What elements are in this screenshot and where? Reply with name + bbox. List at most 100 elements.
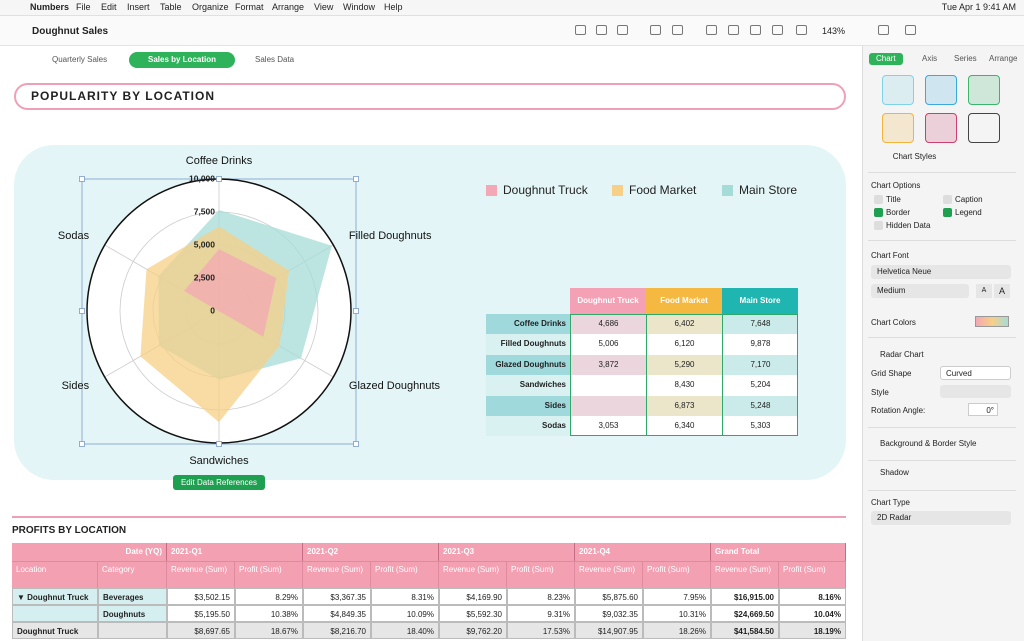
disclosure[interactable]: Background & Border Style <box>880 439 977 448</box>
edit-data-button[interactable]: Edit Data References <box>173 475 265 490</box>
checkbox-label: Title <box>886 195 901 204</box>
menu-item[interactable]: Arrange <box>272 2 304 12</box>
field-label: Rotation Angle: <box>871 406 925 415</box>
checkbox[interactable] <box>874 221 883 230</box>
r-tick-label: 5,000 <box>194 239 216 249</box>
table-row-label: Sides <box>486 396 570 416</box>
toolbar-icon[interactable] <box>905 25 916 35</box>
menu-item[interactable]: View <box>314 2 333 12</box>
table-cell: 10.31% <box>643 605 711 622</box>
toolbar-icon[interactable] <box>575 25 586 35</box>
sheet-tab[interactable]: Sales by Location <box>129 52 235 68</box>
menu-item[interactable]: Insert <box>127 2 150 12</box>
header-cell: 2021-Q3 <box>439 543 575 561</box>
menu-item[interactable]: File <box>76 2 91 12</box>
toolbar-icon[interactable] <box>796 25 807 35</box>
field-label: Grid Shape <box>871 369 911 378</box>
table-title: PROFITS BY LOCATION <box>12 525 126 536</box>
subheader-cell: Profit (Sum) <box>371 561 439 588</box>
inspector-tab[interactable]: Series <box>947 53 984 65</box>
toolbar-icon[interactable] <box>596 25 607 35</box>
selection-handle <box>217 442 222 447</box>
table-cell: 8.29% <box>235 588 303 605</box>
app-menu[interactable]: Numbers <box>30 2 69 12</box>
table-cell: 18.40% <box>371 622 439 639</box>
subheader-cell: Profit (Sum) <box>643 561 711 588</box>
zoom[interactable]: 143% <box>822 26 845 36</box>
toolbar-icon[interactable] <box>672 25 683 35</box>
chart-style-thumb[interactable] <box>925 75 957 105</box>
subheader-cell: Location <box>12 561 98 588</box>
chart-style-thumb[interactable] <box>968 75 1000 105</box>
document-title: Doughnut Sales <box>32 26 108 37</box>
separator <box>868 490 1016 491</box>
table-cell: 8.31% <box>371 588 439 605</box>
table-cell: Beverages <box>98 588 167 605</box>
toolbar-icon[interactable] <box>878 25 889 35</box>
table-cell: $9,032.35 <box>575 605 643 622</box>
chart-style-thumb[interactable] <box>968 113 1000 143</box>
table-cell: 18.26% <box>643 622 711 639</box>
chart-style-thumb[interactable] <box>882 75 914 105</box>
disclosure[interactable]: Shadow <box>880 468 909 477</box>
checkbox[interactable] <box>943 195 952 204</box>
subheader-cell: Category <box>98 561 167 588</box>
weight-popup[interactable]: Medium <box>871 284 969 298</box>
checkbox-label: Legend <box>955 208 982 217</box>
toolbar-icon[interactable] <box>617 25 628 35</box>
toolbar-icon[interactable] <box>706 25 717 35</box>
field-label: Style <box>871 388 889 397</box>
chart-styles-label: Chart Styles <box>862 152 967 161</box>
section-heading: Chart Font <box>871 251 909 260</box>
font-popup[interactable]: Helvetica Neue <box>871 265 1011 279</box>
chart-style-thumb[interactable] <box>925 113 957 143</box>
table-cell: $3,502.15 <box>167 588 235 605</box>
checkbox[interactable] <box>943 208 952 217</box>
toolbar-icon[interactable] <box>772 25 783 35</box>
table-cell: Doughnuts <box>98 605 167 622</box>
table-cell <box>98 622 167 639</box>
selection-handle <box>354 177 359 182</box>
inspector-tab[interactable]: Arrange <box>982 53 1024 65</box>
toolbar-icon[interactable] <box>650 25 661 35</box>
toolbar-icon[interactable] <box>728 25 739 35</box>
subheader-cell: Revenue (Sum) <box>167 561 235 588</box>
rotation-field[interactable]: 0° <box>968 403 998 416</box>
menu-item[interactable]: Edit <box>101 2 117 12</box>
table-cell: $41,584.50 <box>711 622 779 639</box>
checkbox[interactable] <box>874 208 883 217</box>
subheader-cell: Profit (Sum) <box>507 561 575 588</box>
sheet-tab[interactable]: Quarterly Sales <box>52 52 107 68</box>
font-larger[interactable]: A <box>994 284 1010 298</box>
table-cell: 17.53% <box>507 622 575 639</box>
subheader-cell: Revenue (Sum) <box>711 561 779 588</box>
checkbox[interactable] <box>874 195 883 204</box>
clock: Tue Apr 1 9:41 AM <box>942 2 1016 12</box>
sheet-tab[interactable]: Sales Data <box>255 52 294 68</box>
table-cell: $9,762.20 <box>439 622 507 639</box>
selection-handle <box>354 309 359 314</box>
menu-item[interactable]: Table <box>160 2 182 12</box>
menu-item[interactable]: Help <box>384 2 403 12</box>
menu-item[interactable]: Organize <box>192 2 229 12</box>
table-header: Food Market <box>646 288 722 314</box>
category-label: Glazed Doughnuts <box>349 380 441 392</box>
menu-item[interactable]: Format <box>235 2 264 12</box>
separator <box>868 240 1016 241</box>
menu-item[interactable]: Window <box>343 2 375 12</box>
grid-shape-popup[interactable]: Curved <box>940 366 1011 380</box>
selection-handle <box>80 177 85 182</box>
table-cell: $3,367.35 <box>303 588 371 605</box>
color-swatch[interactable] <box>975 316 1009 327</box>
selection-handle <box>217 177 222 182</box>
inspector-tab[interactable]: Chart <box>869 53 903 65</box>
style-buttons[interactable] <box>940 385 1011 398</box>
font-smaller[interactable]: A <box>976 284 992 298</box>
chart-style-thumb[interactable] <box>882 113 914 143</box>
header-cell: 2021-Q1 <box>167 543 303 561</box>
inspector-tab[interactable]: Axis <box>915 53 944 65</box>
toolbar-icon[interactable] <box>750 25 761 35</box>
checkbox-label: Border <box>886 208 910 217</box>
separator <box>868 460 1016 461</box>
chart-type-popup[interactable]: 2D Radar <box>871 511 1011 525</box>
